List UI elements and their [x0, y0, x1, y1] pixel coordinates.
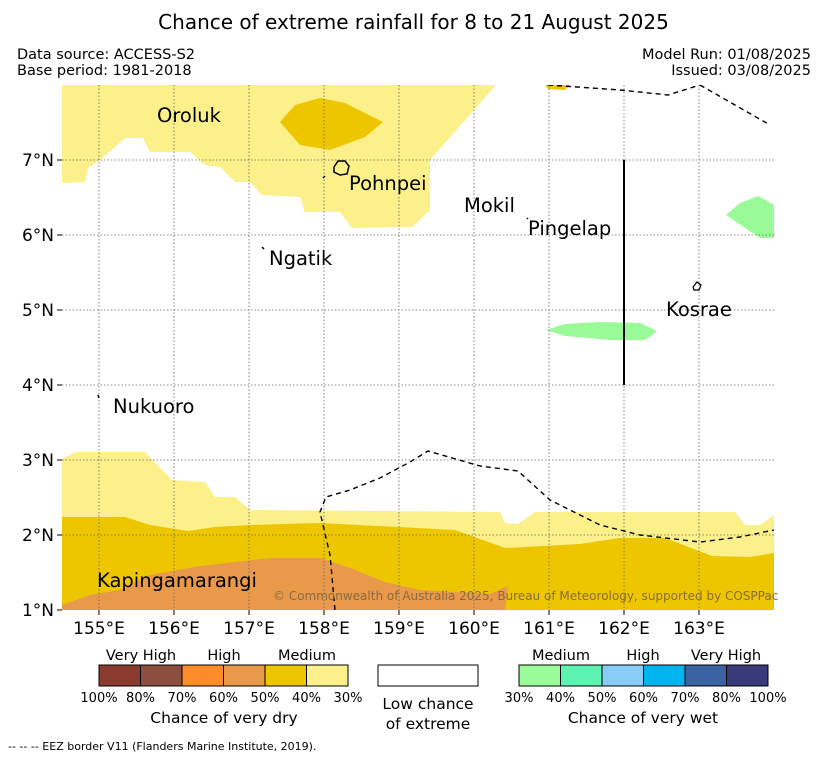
dry-medium-patch-top — [545, 85, 570, 90]
x-tick-label: 163°E — [673, 619, 725, 639]
y-tick-label: 6°N — [22, 226, 54, 246]
x-tick-label: 158°E — [298, 619, 350, 639]
pingelap-island-mark — [526, 217, 529, 220]
legend-dry-percent-label: 70% — [168, 691, 197, 706]
legend-wet-class-label: Very High — [691, 648, 761, 664]
y-tick-label: 4°N — [22, 376, 54, 396]
legend-wet-percent-label: 60% — [629, 691, 658, 706]
nukuoro-island-mark — [97, 394, 100, 399]
legend-dry-class-label: High — [207, 648, 240, 664]
x-tick-label: 161°E — [523, 619, 575, 639]
legend-dry-percent-label: 80% — [126, 691, 155, 706]
y-tick-label: 2°N — [22, 526, 54, 546]
legend-dry-percent-label: 30% — [334, 691, 363, 706]
legend-dry: Very High High Medium 100% 80% 70% 60% 50% 40… — [80, 648, 362, 727]
legend-neutral: Low chance of extreme — [377, 664, 479, 733]
legend-dry-percent-label: 60% — [209, 691, 238, 706]
place-label-pohnpei: Pohnpei — [349, 172, 427, 195]
legend-dry-percent-label: 100% — [80, 691, 117, 706]
x-tick-label: 156°E — [148, 619, 200, 639]
x-tick-label: 157°E — [223, 619, 275, 639]
place-label-ngatik: Ngatik — [269, 247, 333, 270]
wet-medium-region-east — [726, 196, 774, 238]
legend-wet-swatch — [560, 664, 603, 687]
eez-footnote: -- -- -- EEZ border V11 (Flanders Marine… — [8, 740, 317, 753]
legend-wet-class-label: Medium — [532, 648, 590, 664]
legend-wet-percent-label: 70% — [671, 691, 700, 706]
legend-dry-swatch — [140, 664, 183, 687]
legend-dry-percent-label: 50% — [251, 691, 280, 706]
x-tick-label: 162°E — [598, 619, 650, 639]
legend-dry-class-label: Medium — [278, 648, 336, 664]
dry-medium-region-north — [62, 85, 496, 228]
x-tick-label: 160°E — [448, 619, 500, 639]
x-tick-label: 159°E — [373, 619, 425, 639]
base-period: Base period: 1981-2018 — [17, 63, 192, 79]
legend-wet-percent-label: 30% — [505, 691, 534, 706]
ngatik-island-mark — [261, 246, 265, 250]
legend-wet-caption: Chance of very wet — [568, 709, 718, 727]
y-tick-label: 3°N — [22, 451, 54, 471]
legend-wet-swatch — [684, 664, 727, 687]
place-label-kapingamarangi: Kapingamarangi — [97, 569, 257, 592]
map-grid — [62, 85, 774, 610]
map-plot-area — [62, 85, 774, 610]
data-source: Data source: ACCESS-S2 — [17, 47, 196, 63]
legend-dry-swatch — [306, 664, 349, 687]
legend-wet-percent-label: 80% — [712, 691, 741, 706]
legend-wet: Medium High Very High 30% 40% 50% 60% 70% 80%… — [505, 648, 787, 727]
place-label-oroluk: Oroluk — [157, 104, 222, 127]
place-label-kosrae: Kosrae — [666, 298, 732, 321]
legend-wet-swatch — [518, 664, 561, 687]
y-tick-label: 7°N — [22, 151, 54, 171]
place-label-mokil: Mokil — [464, 194, 515, 217]
issued-date: Issued: 03/08/2025 — [671, 63, 811, 79]
legend-wet-swatch — [643, 664, 686, 687]
x-tick-label: 155°E — [73, 619, 125, 639]
model-run: Model Run: 01/08/2025 — [641, 47, 811, 63]
dry-50-region-north — [280, 98, 383, 150]
legend-wet-swatch — [601, 664, 644, 687]
place-label-nukuoro: Nukuoro — [113, 395, 194, 418]
legend-wet-percent-label: 40% — [546, 691, 575, 706]
y-tick-label: 1°N — [22, 601, 54, 621]
legend-dry-swatch — [264, 664, 307, 687]
eez-border — [319, 85, 774, 610]
legend-wet-percent-label: 50% — [588, 691, 617, 706]
wet-medium-region-central — [546, 322, 657, 340]
legend-wet-percent-label: 100% — [749, 691, 786, 706]
dry-60-region-south — [62, 558, 508, 610]
legend-neutral-line2: of extreme — [386, 715, 471, 733]
chart-title: Chance of extreme rainfall for 8 to 21 A… — [158, 10, 669, 34]
legend-dry-class-label: Very High — [106, 648, 176, 664]
copyright-notice: © Commonwealth of Australia 2025, Bureau… — [273, 589, 778, 603]
axis-ticks — [57, 159, 700, 615]
legend-neutral-swatch — [377, 664, 479, 687]
legend-dry-swatch — [98, 664, 141, 687]
legend-dry-swatch — [223, 664, 266, 687]
place-label-pingelap: Pingelap — [528, 217, 611, 240]
oroluk-pohnpei-mark — [322, 175, 326, 179]
legend-neutral-line1: Low chance — [382, 695, 473, 713]
legend-wet-swatch — [726, 664, 769, 687]
legend-dry-caption: Chance of very dry — [150, 709, 297, 727]
kosrae-island-shape — [692, 281, 702, 291]
legend-wet-class-label: High — [626, 648, 659, 664]
y-tick-label: 5°N — [22, 301, 54, 321]
pohnpei-island-shape — [333, 160, 350, 176]
legend-dry-swatch — [181, 664, 224, 687]
legend-dry-percent-label: 40% — [292, 691, 321, 706]
